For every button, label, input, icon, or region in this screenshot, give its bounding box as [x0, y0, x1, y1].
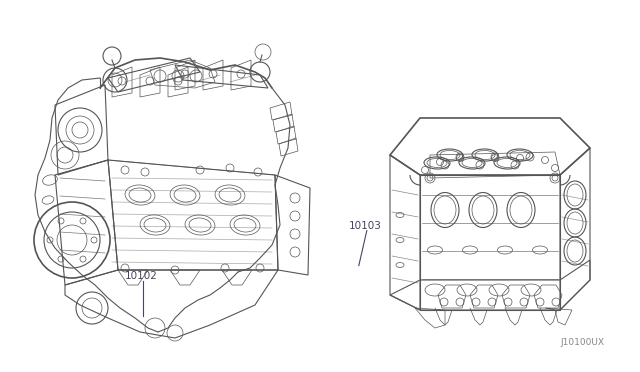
Text: 10103: 10103: [349, 221, 381, 231]
Text: 10102: 10102: [125, 271, 157, 281]
Text: J10100UX: J10100UX: [561, 338, 605, 347]
